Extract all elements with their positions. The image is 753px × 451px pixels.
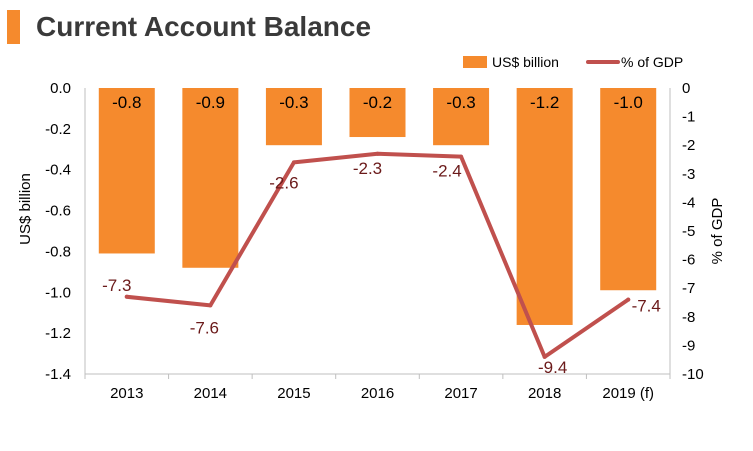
line-value-label: -7.4 <box>632 297 661 316</box>
line-point <box>626 297 631 302</box>
line-point <box>459 154 464 159</box>
bar-value-label: -0.9 <box>196 93 225 112</box>
line-value-label: -2.6 <box>269 173 298 192</box>
line-value-label: -9.4 <box>538 358 567 377</box>
y2-tick-label: -6 <box>682 252 695 269</box>
line-point <box>542 354 547 359</box>
line-value-label: -7.3 <box>102 276 131 295</box>
bar-value-label: -1.0 <box>614 93 643 112</box>
bar-value-label: -0.3 <box>279 93 308 112</box>
y2-tick-label: -4 <box>682 194 695 211</box>
bar-value-label: -0.3 <box>446 93 475 112</box>
bar-value-label: -0.8 <box>112 93 141 112</box>
legend-label-pct-gdp: % of GDP <box>621 54 683 70</box>
bar <box>349 88 406 138</box>
y2-tick-label: -7 <box>682 280 695 297</box>
y2-tick-label: -3 <box>682 166 695 183</box>
y2-tick-label: -1 <box>682 109 695 126</box>
legend: US$ billion % of GDP <box>463 54 683 70</box>
y2-tick-label: -2 <box>682 137 695 154</box>
bar <box>433 88 490 146</box>
line-value-label: -7.6 <box>190 318 219 337</box>
y2-tick-label: -8 <box>682 309 695 326</box>
line-point <box>208 303 213 308</box>
y-tick-label: -1.4 <box>45 366 71 383</box>
y-tick-label: -0.8 <box>45 243 71 260</box>
title-accent-bar <box>7 10 20 44</box>
line-point <box>291 160 296 165</box>
y-tick-label: -0.2 <box>45 121 71 138</box>
x-tick-label: 2019 (f) <box>602 385 654 402</box>
y2-tick-label: -10 <box>682 366 704 383</box>
x-tick-label: 2018 <box>528 385 561 402</box>
page-title: Current Account Balance <box>36 11 372 42</box>
line-value-label: -2.4 <box>432 162 461 181</box>
legend-label-us-billion: US$ billion <box>492 54 559 70</box>
bar-series <box>98 88 657 325</box>
bar <box>265 88 322 146</box>
x-tick-label: 2014 <box>194 385 227 402</box>
y-axis-label: US$ billion <box>17 173 34 245</box>
y2-tick-label: 0 <box>682 80 690 97</box>
x-tick-label: 2013 <box>110 385 143 402</box>
legend-swatch-us-billion <box>463 56 487 68</box>
bar <box>182 88 239 268</box>
bar <box>516 88 573 325</box>
line-point <box>375 151 380 156</box>
bar-value-labels: -0.8 -0.9 -0.3 -0.2 -0.3 -1.2 -1.0 <box>112 93 643 112</box>
y-tick-label: -0.6 <box>45 203 71 220</box>
line-value-labels: -7.3 -7.6 -2.6 -2.3 -2.4 -9.4 -7.4 <box>102 159 661 377</box>
bar-value-label: -0.2 <box>363 93 392 112</box>
x-tick-label: 2016 <box>361 385 394 402</box>
y-tick-label: -1.2 <box>45 325 71 342</box>
line-point <box>124 294 129 299</box>
bar <box>98 88 155 254</box>
line-series <box>124 151 631 359</box>
axes: 0.0 -0.2 -0.4 -0.6 -0.8 -1.0 -1.2 -1.4 0 -1 -2 -3 -4… <box>45 80 704 402</box>
bar <box>600 88 657 291</box>
y-tick-label: -1.0 <box>45 284 71 301</box>
y2-tick-label: -9 <box>682 337 695 354</box>
bar-value-label: -1.2 <box>530 93 559 112</box>
x-tick-label: 2015 <box>277 385 310 402</box>
y2-tick-label: -5 <box>682 223 695 240</box>
y-tick-label: -0.4 <box>45 162 71 179</box>
line-value-label: -2.3 <box>353 159 382 178</box>
y-tick-label: 0.0 <box>50 80 71 97</box>
y2-axis-label: % of GDP <box>709 198 726 265</box>
x-tick-label: 2017 <box>444 385 477 402</box>
